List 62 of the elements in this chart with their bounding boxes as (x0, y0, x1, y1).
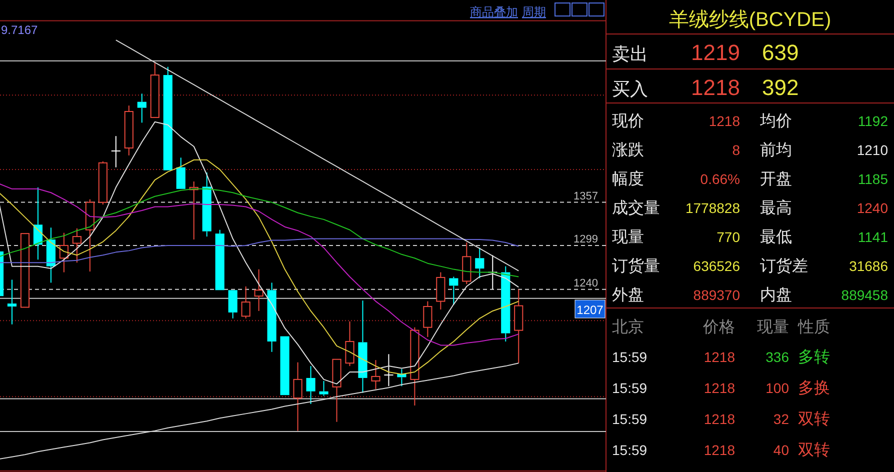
text: 1192 (858, 113, 888, 129)
y-tick-label: 1299 (574, 233, 598, 246)
text: 1219 (691, 40, 740, 65)
text: 31686 (849, 258, 888, 274)
text: 770 (716, 229, 740, 245)
text: 1218 (704, 442, 736, 458)
text: 价格 (702, 319, 735, 336)
text: 639 (762, 40, 799, 65)
y-tick-label: 1240 (574, 277, 598, 290)
text: 订货差 (760, 257, 808, 275)
text: 1210 (856, 142, 888, 158)
text: 1218 (691, 75, 740, 100)
text: 开盘 (760, 171, 792, 188)
text: 1218 (704, 380, 736, 396)
text: 1218 (704, 411, 736, 427)
text: 现量 (757, 319, 789, 336)
text: 均价 (759, 113, 792, 130)
text: 卖出 (612, 44, 648, 64)
text: 现价 (612, 113, 644, 130)
text: 成交量 (612, 199, 660, 217)
text: 买入 (612, 79, 648, 99)
text: 8 (732, 142, 740, 158)
y-tick-label: 1357 (574, 190, 598, 202)
text: 周期 (522, 5, 546, 19)
text: 多换 (798, 379, 830, 397)
text: 636526 (693, 258, 740, 274)
text: 100 (766, 380, 790, 396)
text: 幅度 (612, 170, 644, 188)
text: 40 (773, 442, 790, 458)
price-tag: 1207 (574, 300, 606, 318)
text: 392 (762, 75, 799, 100)
text: 现量 (612, 229, 644, 246)
text: 内盘 (760, 286, 792, 304)
text: 1185 (858, 171, 888, 187)
text: 羊绒纱线(BCYDE) (668, 9, 832, 31)
annotation: 9.7167 (1, 23, 38, 37)
text: 1218 (708, 113, 740, 129)
text: 前均 (760, 141, 792, 159)
text: 北京 (612, 318, 644, 336)
text: 多转 (798, 348, 830, 366)
text: 订货量 (612, 257, 660, 275)
text: 1778828 (685, 200, 740, 216)
text: 15:59 (612, 380, 648, 396)
text: 最高 (760, 199, 792, 217)
text: 15:59 (612, 349, 648, 365)
text: 双转 (798, 442, 830, 459)
text: 性质 (797, 318, 830, 336)
text: 889370 (693, 287, 740, 303)
text: 15:59 (612, 442, 648, 458)
text: 1218 (704, 349, 736, 365)
text: 15:59 (612, 411, 648, 427)
text: 889458 (841, 287, 888, 303)
text: 1141 (858, 229, 888, 245)
text: 外盘 (612, 287, 644, 304)
text: 涨跌 (612, 141, 644, 159)
text: 0.66% (700, 171, 740, 187)
text: 1240 (856, 200, 888, 216)
text: 336 (766, 349, 790, 365)
text: 32 (773, 411, 790, 427)
text: 最低 (760, 229, 792, 246)
text: 商品叠加 (470, 5, 518, 19)
text: 双转 (798, 411, 830, 428)
